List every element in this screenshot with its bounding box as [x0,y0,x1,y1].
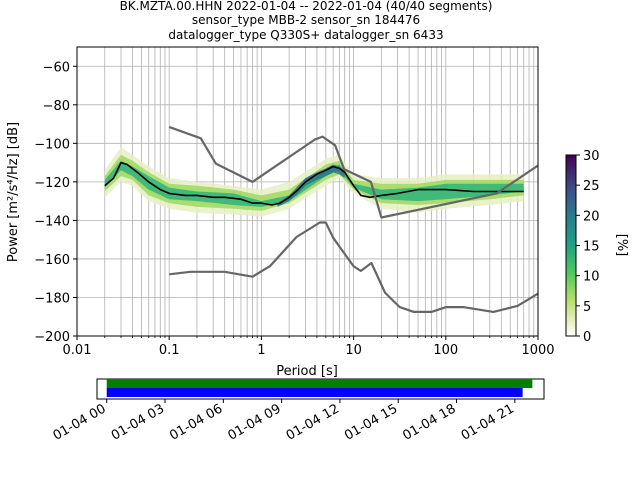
title-line-2: sensor_type MBB-2 sensor_sn 184476 [192,13,420,27]
histogram-band [277,164,345,207]
psd-plot-area: 0.01 0.1 1 10 100 1000 −60 −80 −100 −120 −140 −160… [6,46,555,379]
y-tick-label: −60 [43,60,70,75]
histogram-bands [104,147,524,217]
title-line-1: BK.MZTA.00.HHN 2022-01-04 -- 2022-01-04 … [120,0,493,13]
x-tick-label: 1000 [521,343,554,358]
series-lines [104,125,538,313]
y-axis-ticks: −60 −80 −100 −120 −140 −160 −180 −200 [34,60,77,345]
chart-title: BK.MZTA.00.HHN 2022-01-04 -- 2022-01-04 … [120,0,493,42]
colorbar-gradient [565,154,577,337]
colorbar-tick-label: 10 [583,270,600,285]
colorbar-ticks: 0 5 10 15 20 25 30 [576,149,600,345]
timeline-bar [106,379,533,388]
y-tick-label: −200 [34,330,70,345]
colorbar: 0 5 10 15 20 25 30 [%] [565,149,629,345]
series-mode [104,161,524,206]
y-tick-label: −80 [43,99,70,114]
timeline-tick-label: 01-04 03 [109,401,167,443]
timeline-tick-label: 01-04 15 [342,401,400,443]
timeline-tick-label: 01-04 12 [284,401,342,443]
colorbar-tick-label: 25 [583,179,600,194]
x-tick-label: 0.1 [159,343,180,358]
x-axis-ticks: 0.01 0.1 1 10 100 1000 [63,336,555,358]
timeline-bar [106,388,523,397]
colorbar-label: [%] [614,234,629,257]
data-coverage-timeline: 01-04 00 01-04 03 01-04 06 01-04 09 01-04 12… [51,378,545,444]
y-tick-label: −140 [34,214,70,229]
x-axis-label: Period [s] [276,364,338,379]
colorbar-tick-label: 0 [583,330,591,345]
timeline-ticks: 01-04 00 01-04 03 01-04 06 01-04 09 01-04 12… [51,399,517,444]
timeline-bars [106,379,533,397]
plot-frame [76,46,539,337]
timeline-tick-label: 01-04 18 [400,401,458,443]
title-line-3: datalogger_type Q330S+ datalogger_sn 643… [168,28,443,42]
y-axis-label: Power [m²/s⁴/Hz] [dB] [6,122,21,262]
series-noise-model-high [168,125,538,219]
colorbar-tick-label: 20 [583,209,600,224]
timeline-tick-label: 01-04 06 [167,401,225,443]
y-tick-label: −160 [34,253,70,268]
y-tick-label: −120 [34,176,70,191]
y-tick-label: −100 [34,137,70,152]
histogram-band [104,160,524,207]
series-noise-model-low [169,221,538,313]
colorbar-tick-label: 5 [583,300,591,315]
x-tick-label: 100 [433,343,458,358]
colorbar-tick-label: 15 [583,240,600,255]
y-tick-label: −180 [34,291,70,306]
x-tick-label: 1 [257,343,265,358]
timeline-tick-label: 01-04 21 [459,401,517,443]
timeline-tick-label: 01-04 00 [51,401,109,443]
timeline-tick-label: 01-04 09 [226,401,284,443]
colorbar-tick-label: 30 [583,149,600,164]
x-tick-label: 10 [345,343,362,358]
x-tick-label: 0.01 [63,343,92,358]
